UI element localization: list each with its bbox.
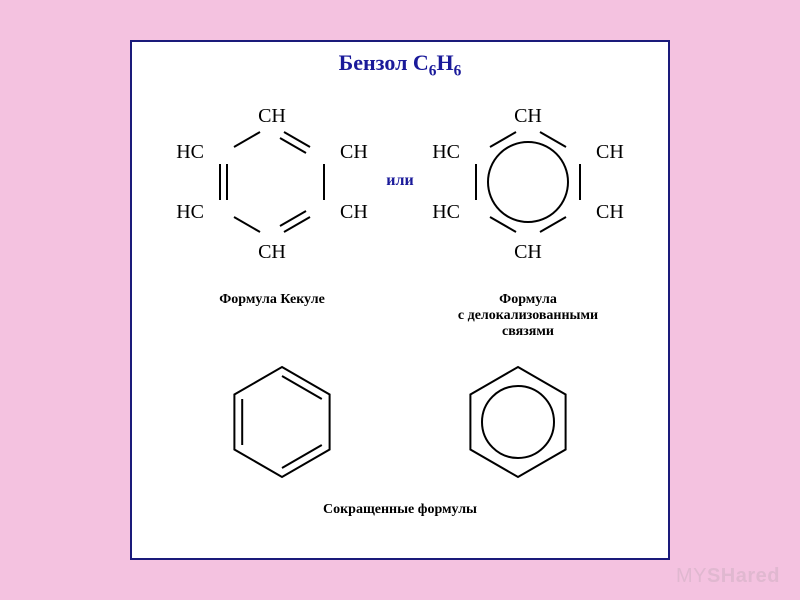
svg-text:CH: CH — [514, 105, 542, 127]
svg-text:HC: HC — [176, 141, 204, 163]
svg-text:CH: CH — [258, 241, 286, 263]
svg-text:HC: HC — [176, 201, 204, 223]
svg-text:CH: CH — [596, 201, 624, 223]
kekule-structure: CH CH CH CH HC HC — [152, 82, 392, 282]
watermark-plain: MY — [676, 565, 707, 587]
caption-delocalized: Формула с делокализованными связями — [408, 292, 648, 340]
svg-text:CH: CH — [596, 141, 624, 163]
svg-text:CH: CH — [258, 105, 286, 127]
caption-deloc-l2: с делокализованными — [458, 308, 598, 323]
caption-kekule: Формула Кекуле — [152, 292, 392, 308]
title-mid: H — [437, 50, 454, 75]
title-prefix: Бензол C — [339, 50, 429, 75]
short-kekule — [212, 352, 352, 492]
title-sub1: 6 — [429, 62, 437, 79]
title-sub2: 6 — [454, 62, 462, 79]
caption-deloc-l1: Формула — [499, 292, 557, 307]
delocalized-structure: CH CH CH CH HC HC — [408, 82, 648, 282]
title: Бензол C6H6 — [132, 50, 668, 80]
svg-text:CH: CH — [340, 201, 368, 223]
svg-text:HC: HC — [432, 141, 460, 163]
svg-text:CH: CH — [514, 241, 542, 263]
short-delocalized — [448, 352, 588, 492]
caption-deloc-l3: связями — [502, 324, 554, 339]
watermark-bold: SHared — [707, 565, 780, 587]
watermark: MYSHared — [676, 565, 780, 588]
svg-text:CH: CH — [340, 141, 368, 163]
structures-row: CH CH CH CH HC HC или CH — [132, 82, 668, 322]
svg-text:HC: HC — [432, 201, 460, 223]
caption-short: Сокращенные формулы — [132, 502, 668, 518]
short-formulas-row: Сокращенные формулы — [132, 352, 668, 532]
diagram-card: Бензол C6H6 CH CH CH C — [130, 40, 670, 560]
